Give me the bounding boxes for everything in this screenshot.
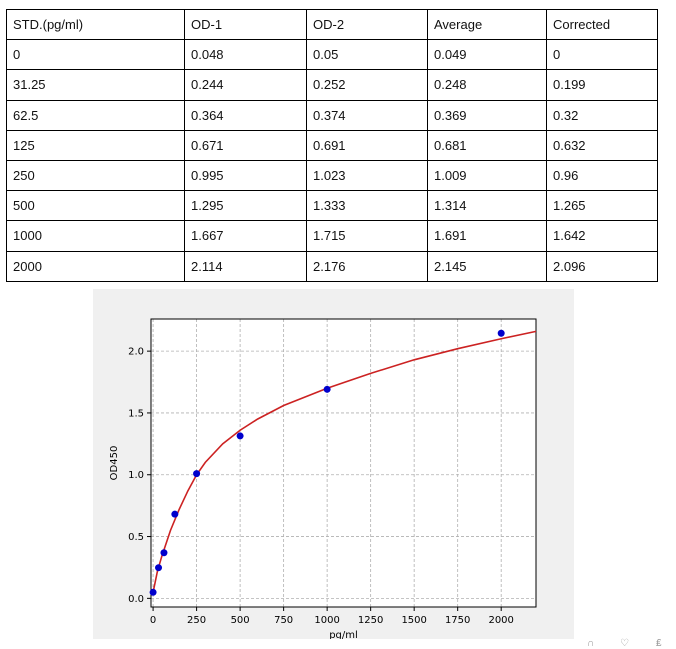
y-tick-label: 0.5: [128, 532, 144, 543]
plot-area: [151, 319, 536, 607]
cell-od1: 0.995: [184, 159, 307, 192]
x-tick-label: 1500: [401, 615, 426, 626]
header-od1: OD-1: [184, 8, 307, 41]
table-header-row: STD.(pg/ml) OD-1 OD-2 Average Corrected: [6, 8, 658, 41]
cell-average: 0.248: [427, 69, 547, 101]
table-row: 250 0.995 1.023 1.009 0.96: [6, 159, 658, 192]
cell-od1: 0.048: [184, 39, 307, 71]
cell-corrected: 0.32: [546, 99, 658, 131]
data-point: [236, 432, 244, 440]
cell-od2: 0.05: [306, 39, 428, 71]
y-tick-label: 1.5: [128, 408, 144, 419]
table-row: 31.25 0.244 0.252 0.248 0.199: [6, 69, 658, 101]
table-row: 1000 1.667 1.715 1.691 1.642: [6, 220, 658, 252]
fit-curve-line: [152, 330, 537, 593]
data-point: [323, 385, 331, 393]
cell-average: 1.314: [427, 190, 547, 222]
table-row: 500 1.295 1.333 1.314 1.265: [6, 190, 658, 222]
cell-std: 500: [6, 190, 185, 222]
x-tick-label: 2000: [488, 615, 513, 626]
header-std: STD.(pg/ml): [6, 8, 185, 41]
cell-average: 0.049: [427, 39, 547, 71]
cell-std: 62.5: [6, 99, 185, 131]
data-point: [171, 510, 179, 518]
cell-std: 125: [6, 129, 185, 161]
cell-od1: 1.667: [184, 220, 307, 252]
cell-od2: 0.691: [306, 129, 428, 161]
cell-corrected: 2.096: [546, 250, 658, 282]
x-tick-label: 1250: [358, 615, 383, 626]
table-row: 2000 2.114 2.176 2.145 2.096: [6, 250, 658, 282]
data-point: [155, 564, 163, 572]
table-row: 0 0.048 0.05 0.049 0: [6, 39, 658, 71]
x-axis-label: pg/ml: [329, 630, 358, 639]
cell-od2: 1.333: [306, 190, 428, 222]
cell-od2: 0.374: [306, 99, 428, 131]
cell-od2: 1.715: [306, 220, 428, 252]
standard-curve-table: STD.(pg/ml) OD-1 OD-2 Average Corrected …: [6, 8, 658, 282]
x-tick-label: 250: [187, 615, 206, 626]
cell-average: 2.145: [427, 250, 547, 282]
x-tick-label: 1000: [314, 615, 339, 626]
data-point: [193, 470, 201, 478]
plot-frame: [150, 318, 537, 608]
cell-od2: 2.176: [306, 250, 428, 282]
cell-std: 250: [6, 159, 185, 192]
cell-od1: 0.364: [184, 99, 307, 131]
x-tick-label: 750: [274, 615, 293, 626]
y-axis-label: OD450: [109, 446, 120, 481]
cell-corrected: 0.632: [546, 129, 658, 161]
y-tick-label: 1.0: [128, 470, 144, 481]
y-tick-label: 2.0: [128, 347, 144, 358]
standard-curve-chart: 0 250 500 750 1000 1250 1500 1750 2000 0.0 0.5 1.0 1…: [109, 318, 537, 639]
x-tick-label: 500: [231, 615, 250, 626]
cell-average: 0.681: [427, 129, 547, 161]
cell-std: 0: [6, 39, 185, 71]
partial-icon-left: ∩: [587, 638, 595, 649]
header-od2: OD-2: [306, 8, 428, 41]
x-tick-label: 1750: [445, 615, 470, 626]
cell-od1: 0.671: [184, 129, 307, 161]
cell-corrected: 0: [546, 39, 658, 71]
cell-corrected: 0.199: [546, 69, 658, 101]
cell-od2: 0.252: [306, 69, 428, 101]
heart-icon: ♡: [620, 638, 629, 649]
table-row: 125 0.671 0.691 0.681 0.632: [6, 129, 658, 161]
x-tick-label: 0: [150, 615, 156, 626]
header-average: Average: [427, 8, 547, 41]
cell-std: 2000: [6, 250, 185, 282]
cell-corrected: 0.96: [546, 159, 658, 192]
data-point: [497, 329, 505, 337]
cell-od1: 2.114: [184, 250, 307, 282]
data-point: [149, 588, 157, 596]
table-row: 62.5 0.364 0.374 0.369 0.32: [6, 99, 658, 131]
y-tick-label: 0.0: [128, 594, 144, 605]
trash-icon: ₤: [656, 638, 662, 649]
chart-panel: 0 250 500 750 1000 1250 1500 1750 2000 0.0 0.5 1.0 1…: [93, 289, 574, 639]
cell-corrected: 1.642: [546, 220, 658, 252]
cell-average: 0.369: [427, 99, 547, 131]
cell-average: 1.009: [427, 159, 547, 192]
header-corrected: Corrected: [546, 8, 658, 41]
cell-average: 1.691: [427, 220, 547, 252]
cell-std: 1000: [6, 220, 185, 252]
cell-od1: 0.244: [184, 69, 307, 101]
cell-corrected: 1.265: [546, 190, 658, 222]
cell-od1: 1.295: [184, 190, 307, 222]
cell-std: 31.25: [6, 69, 185, 101]
data-point: [160, 549, 168, 557]
cell-od2: 1.023: [306, 159, 428, 192]
